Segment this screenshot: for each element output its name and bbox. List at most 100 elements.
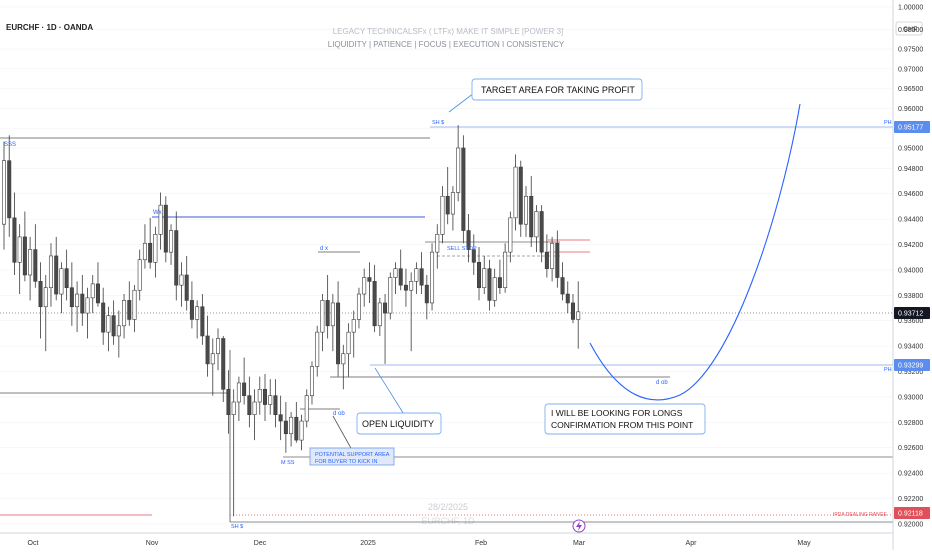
candle-up xyxy=(158,204,163,235)
candle-down xyxy=(278,414,283,422)
candle-down xyxy=(539,211,544,253)
candle-down xyxy=(221,338,226,390)
m-ss-label: M SS xyxy=(281,460,295,466)
candle-up xyxy=(534,211,539,238)
month-label: 2025 xyxy=(360,540,376,547)
candle-down xyxy=(383,302,388,314)
candle-down xyxy=(189,300,194,320)
candle-up xyxy=(362,277,367,295)
candle-up xyxy=(252,401,257,415)
candle-up xyxy=(142,242,147,261)
price-tick-label: 0.96500 xyxy=(898,86,923,93)
target-callout-text: TARGET AREA FOR TAKING PROFIT xyxy=(481,85,635,95)
candle-down xyxy=(529,195,534,238)
month-label: Feb xyxy=(475,540,487,547)
open-liquidity-callout[interactable] xyxy=(356,412,442,435)
candle-up xyxy=(503,251,508,289)
price-tick-label: 0.93800 xyxy=(898,293,923,300)
candle-up xyxy=(43,287,48,308)
candle-down xyxy=(555,242,560,278)
target-callout[interactable] xyxy=(471,78,643,101)
price-tick-label: 0.97500 xyxy=(898,47,923,54)
price-badge-label: 0.93299 xyxy=(898,363,923,370)
candle-down xyxy=(461,147,466,231)
watermark-date: 28/2/2025 xyxy=(428,502,468,512)
symbol-label[interactable]: EURCHF · 1D · OANDA xyxy=(6,23,93,32)
currency-badge[interactable] xyxy=(895,21,923,36)
candle-down xyxy=(242,382,247,396)
candle-up xyxy=(414,268,419,282)
candle-down xyxy=(148,242,153,263)
ipda-label: IPDA DEALING RANGE xyxy=(833,512,888,518)
candle-down xyxy=(497,277,502,289)
longs-callout[interactable] xyxy=(544,403,706,435)
candle-down xyxy=(200,306,205,337)
candle-down xyxy=(262,388,267,405)
candle-up xyxy=(315,331,320,367)
candle-down xyxy=(445,195,450,215)
price-badges: 0.95177 0.93712 0.93299 0.92118 xyxy=(894,121,930,519)
candle-up xyxy=(257,388,262,403)
month-label: Apr xyxy=(686,540,698,547)
sss-label: SSS xyxy=(4,142,16,148)
candle-down xyxy=(95,283,100,304)
candle-down xyxy=(38,281,43,308)
candle-up xyxy=(320,300,325,333)
candle-down xyxy=(471,249,476,263)
candle-up xyxy=(377,302,382,327)
candle-up xyxy=(90,283,95,299)
candle-up xyxy=(304,395,309,422)
candle-up xyxy=(523,195,528,225)
candle-down xyxy=(111,315,116,337)
price-tick-label: 0.93200 xyxy=(898,369,923,376)
price-tick-label: 0.94000 xyxy=(898,267,923,274)
candle-up xyxy=(346,331,351,355)
month-label: Mar xyxy=(573,540,586,547)
price-tick-label: 0.92200 xyxy=(898,496,923,503)
candle-up xyxy=(482,268,487,288)
price-badge-label: 0.92118 xyxy=(898,511,923,518)
dx-label: d x xyxy=(320,246,328,252)
candle-down xyxy=(163,204,168,253)
candle-up xyxy=(440,195,445,235)
price-tick-label: 0.93400 xyxy=(898,344,923,351)
candle-up xyxy=(409,281,414,291)
candle-down xyxy=(570,302,575,320)
d-ob-low-label: d ob xyxy=(333,411,345,417)
candle-up xyxy=(508,217,513,253)
candle-up xyxy=(75,293,80,308)
candle-up xyxy=(456,147,461,193)
candle-down xyxy=(54,255,59,295)
projection-curve[interactable] xyxy=(589,103,801,401)
candle-down xyxy=(398,268,403,286)
candle-up xyxy=(309,366,314,396)
candle-down xyxy=(33,249,38,282)
price-tick-label: 0.94400 xyxy=(898,217,923,224)
candle-up xyxy=(132,289,137,320)
ph-top-label: PH xyxy=(884,120,892,126)
month-label: Nov xyxy=(146,540,159,547)
candle-down xyxy=(273,395,278,415)
support-area-callout[interactable] xyxy=(309,447,395,466)
candle-down xyxy=(7,160,12,219)
watermark-line1: LEGACY TECHNICALSFx ( LTFx) MAKE IT SIMP… xyxy=(333,27,564,36)
candle-up xyxy=(330,302,335,327)
candle-down xyxy=(466,230,471,250)
price-tick-label: 0.95000 xyxy=(898,146,923,153)
support-connector xyxy=(332,415,353,451)
candle-down xyxy=(283,420,288,435)
candle-down xyxy=(336,302,341,365)
month-label: Oct xyxy=(28,540,39,547)
candle-up xyxy=(48,255,53,288)
candle-up xyxy=(169,230,174,253)
lightning-icon xyxy=(576,521,582,531)
candle-up xyxy=(289,416,294,435)
candle-up xyxy=(195,306,200,320)
price-tick-label: 0.94800 xyxy=(898,166,923,173)
sh-bottom-label: SH $ xyxy=(231,524,243,530)
candle-down xyxy=(518,166,523,225)
candle-down xyxy=(64,268,69,288)
candle-down xyxy=(80,293,85,314)
